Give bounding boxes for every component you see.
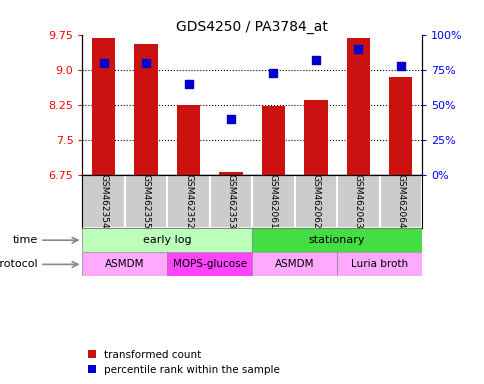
Bar bbox=[134, 44, 157, 175]
Text: GSM462061: GSM462061 bbox=[268, 174, 277, 229]
Text: GSM462353: GSM462353 bbox=[226, 174, 235, 229]
Bar bbox=[378, 175, 421, 228]
Text: GSM462355: GSM462355 bbox=[141, 174, 151, 229]
Bar bbox=[125, 175, 167, 228]
Text: GSM462064: GSM462064 bbox=[395, 174, 405, 229]
Text: GSM462062: GSM462062 bbox=[311, 174, 320, 229]
Bar bbox=[219, 172, 242, 175]
Text: Luria broth: Luria broth bbox=[350, 259, 407, 270]
Bar bbox=[82, 175, 125, 228]
Point bbox=[354, 46, 362, 52]
Text: GSM462063: GSM462063 bbox=[353, 174, 362, 229]
Legend: transformed count, percentile rank within the sample: transformed count, percentile rank withi… bbox=[88, 350, 280, 375]
Bar bbox=[346, 38, 369, 175]
Text: ASMDM: ASMDM bbox=[105, 259, 144, 270]
Text: GSM462352: GSM462352 bbox=[183, 174, 193, 229]
Bar bbox=[92, 38, 115, 175]
Point bbox=[184, 81, 192, 87]
Title: GDS4250 / PA3784_at: GDS4250 / PA3784_at bbox=[176, 20, 328, 33]
Bar bbox=[261, 106, 285, 175]
Bar bbox=[294, 175, 336, 228]
Point bbox=[142, 60, 150, 66]
Bar bbox=[336, 175, 378, 228]
Point bbox=[100, 60, 107, 66]
Text: growth protocol: growth protocol bbox=[0, 259, 38, 270]
Point bbox=[269, 70, 277, 76]
Bar bbox=[336, 252, 421, 276]
Bar bbox=[82, 228, 252, 252]
Text: ASMDM: ASMDM bbox=[274, 259, 314, 270]
Bar bbox=[388, 77, 411, 175]
Bar bbox=[252, 228, 421, 252]
Text: time: time bbox=[13, 235, 38, 245]
Bar bbox=[177, 105, 200, 175]
Bar bbox=[82, 252, 167, 276]
Point bbox=[396, 63, 404, 69]
Text: MOPS-glucose: MOPS-glucose bbox=[172, 259, 246, 270]
Bar bbox=[209, 175, 252, 228]
Point bbox=[227, 116, 234, 122]
Text: early log: early log bbox=[143, 235, 191, 245]
Bar bbox=[167, 175, 209, 228]
Bar bbox=[303, 100, 327, 175]
Bar bbox=[252, 175, 294, 228]
Bar bbox=[167, 252, 252, 276]
Bar bbox=[252, 252, 336, 276]
Point bbox=[311, 57, 319, 63]
Text: GSM462354: GSM462354 bbox=[99, 174, 108, 229]
Text: stationary: stationary bbox=[308, 235, 364, 245]
